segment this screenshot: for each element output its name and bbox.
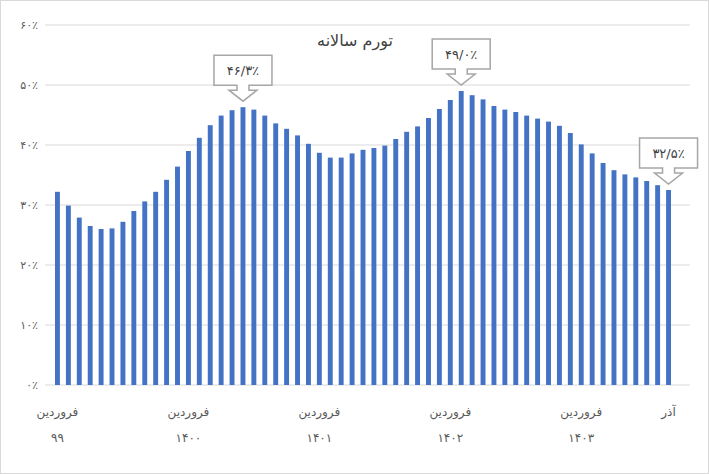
bar — [295, 135, 300, 385]
bar — [622, 174, 627, 385]
bar — [164, 180, 169, 385]
bar — [415, 126, 420, 385]
x-tick-label: آذر — [660, 404, 676, 420]
grid-line — [45, 85, 690, 86]
bar — [404, 132, 409, 385]
bar — [273, 123, 278, 385]
bar — [393, 139, 398, 385]
bar — [197, 138, 202, 385]
bar — [666, 190, 671, 385]
bar — [513, 112, 518, 385]
bar — [241, 107, 246, 385]
bar — [262, 116, 267, 385]
bar — [481, 99, 486, 385]
bar — [251, 110, 256, 385]
bar — [524, 116, 529, 385]
bar — [350, 153, 355, 385]
bars — [55, 91, 671, 385]
bar — [502, 110, 507, 385]
y-axis: ۰٪ ۱۰٪ ۲۰٪ ۳۰٪ ۴۰٪ ۵۰٪ ۶۰٪ — [20, 19, 690, 392]
bar — [437, 109, 442, 385]
grid-line — [45, 145, 690, 146]
bar — [77, 218, 82, 385]
bar — [470, 95, 475, 385]
bar — [601, 163, 606, 385]
y-tick-label: ۴۰٪ — [20, 139, 38, 152]
y-tick-label: ۶۰٪ — [20, 19, 38, 32]
chart-frame — [1, 1, 709, 474]
annotation-label: ۴۶/۳٪ — [227, 63, 259, 78]
bar — [66, 206, 71, 385]
chart: تورم سالانه ۰٪ ۱۰٪ ۲۰٪ ۳۰٪ ۴۰٪ ۵۰٪ ۶۰٪ فروردین۹۹… — [0, 0, 709, 474]
bar — [633, 177, 638, 385]
bar — [448, 100, 453, 385]
bar — [306, 144, 311, 385]
bar — [459, 91, 464, 385]
bar — [339, 158, 344, 385]
grid-line — [45, 25, 690, 26]
callout — [640, 138, 698, 184]
annotations: ۴۶/۳٪ ۴۹/۰٪ ۳۲/۵٪ — [214, 39, 698, 184]
bar — [153, 192, 158, 385]
bar — [579, 144, 584, 385]
bar — [557, 126, 562, 385]
bar — [175, 167, 180, 385]
bar — [208, 125, 213, 385]
bar — [655, 185, 660, 385]
bar — [120, 222, 125, 385]
bar — [317, 153, 322, 385]
y-tick-label: ۵۰٪ — [20, 79, 38, 92]
y-tick-label: ۳۰٪ — [20, 199, 38, 212]
y-tick-label: ۱۰٪ — [20, 319, 38, 332]
bar — [219, 116, 224, 385]
bar — [110, 228, 115, 385]
bar — [382, 146, 387, 385]
callout — [214, 55, 272, 101]
bar — [88, 226, 93, 385]
x-tick-label: فروردین۹۹ — [37, 405, 79, 445]
x-tick-label: فروردین۱۴۰۳ — [560, 405, 602, 445]
bar — [99, 229, 104, 385]
bar — [590, 153, 595, 385]
bar — [371, 148, 376, 385]
bar — [612, 170, 617, 385]
bar — [426, 118, 431, 385]
bar — [230, 110, 235, 385]
bar — [568, 133, 573, 385]
bar — [55, 192, 60, 385]
x-tick-label: فروردین۱۴۰۰ — [168, 405, 210, 445]
x-tick-label: فروردین۱۴۰۲ — [429, 405, 471, 445]
bar — [491, 106, 496, 385]
bar — [328, 158, 333, 385]
bar — [131, 211, 136, 385]
x-tick-label: فروردین۱۴۰۱ — [298, 405, 340, 445]
bar — [142, 201, 147, 385]
bar — [361, 150, 366, 385]
x-axis: فروردین۹۹ فروردین۱۴۰۰ فروردین۱۴۰۱ فروردین۱۴… — [37, 404, 677, 445]
bar — [644, 181, 649, 385]
y-tick-label: ۲۰٪ — [20, 259, 38, 272]
bar — [535, 119, 540, 385]
y-tick-label: ۰٪ — [26, 379, 38, 392]
annotation-label: ۳۲/۵٪ — [652, 146, 684, 161]
callout — [432, 39, 490, 85]
annotation-label: ۴۹/۰٪ — [445, 47, 477, 62]
bar — [284, 129, 289, 385]
title: تورم سالانه — [317, 31, 393, 51]
bar — [186, 151, 191, 385]
bar — [546, 122, 551, 385]
